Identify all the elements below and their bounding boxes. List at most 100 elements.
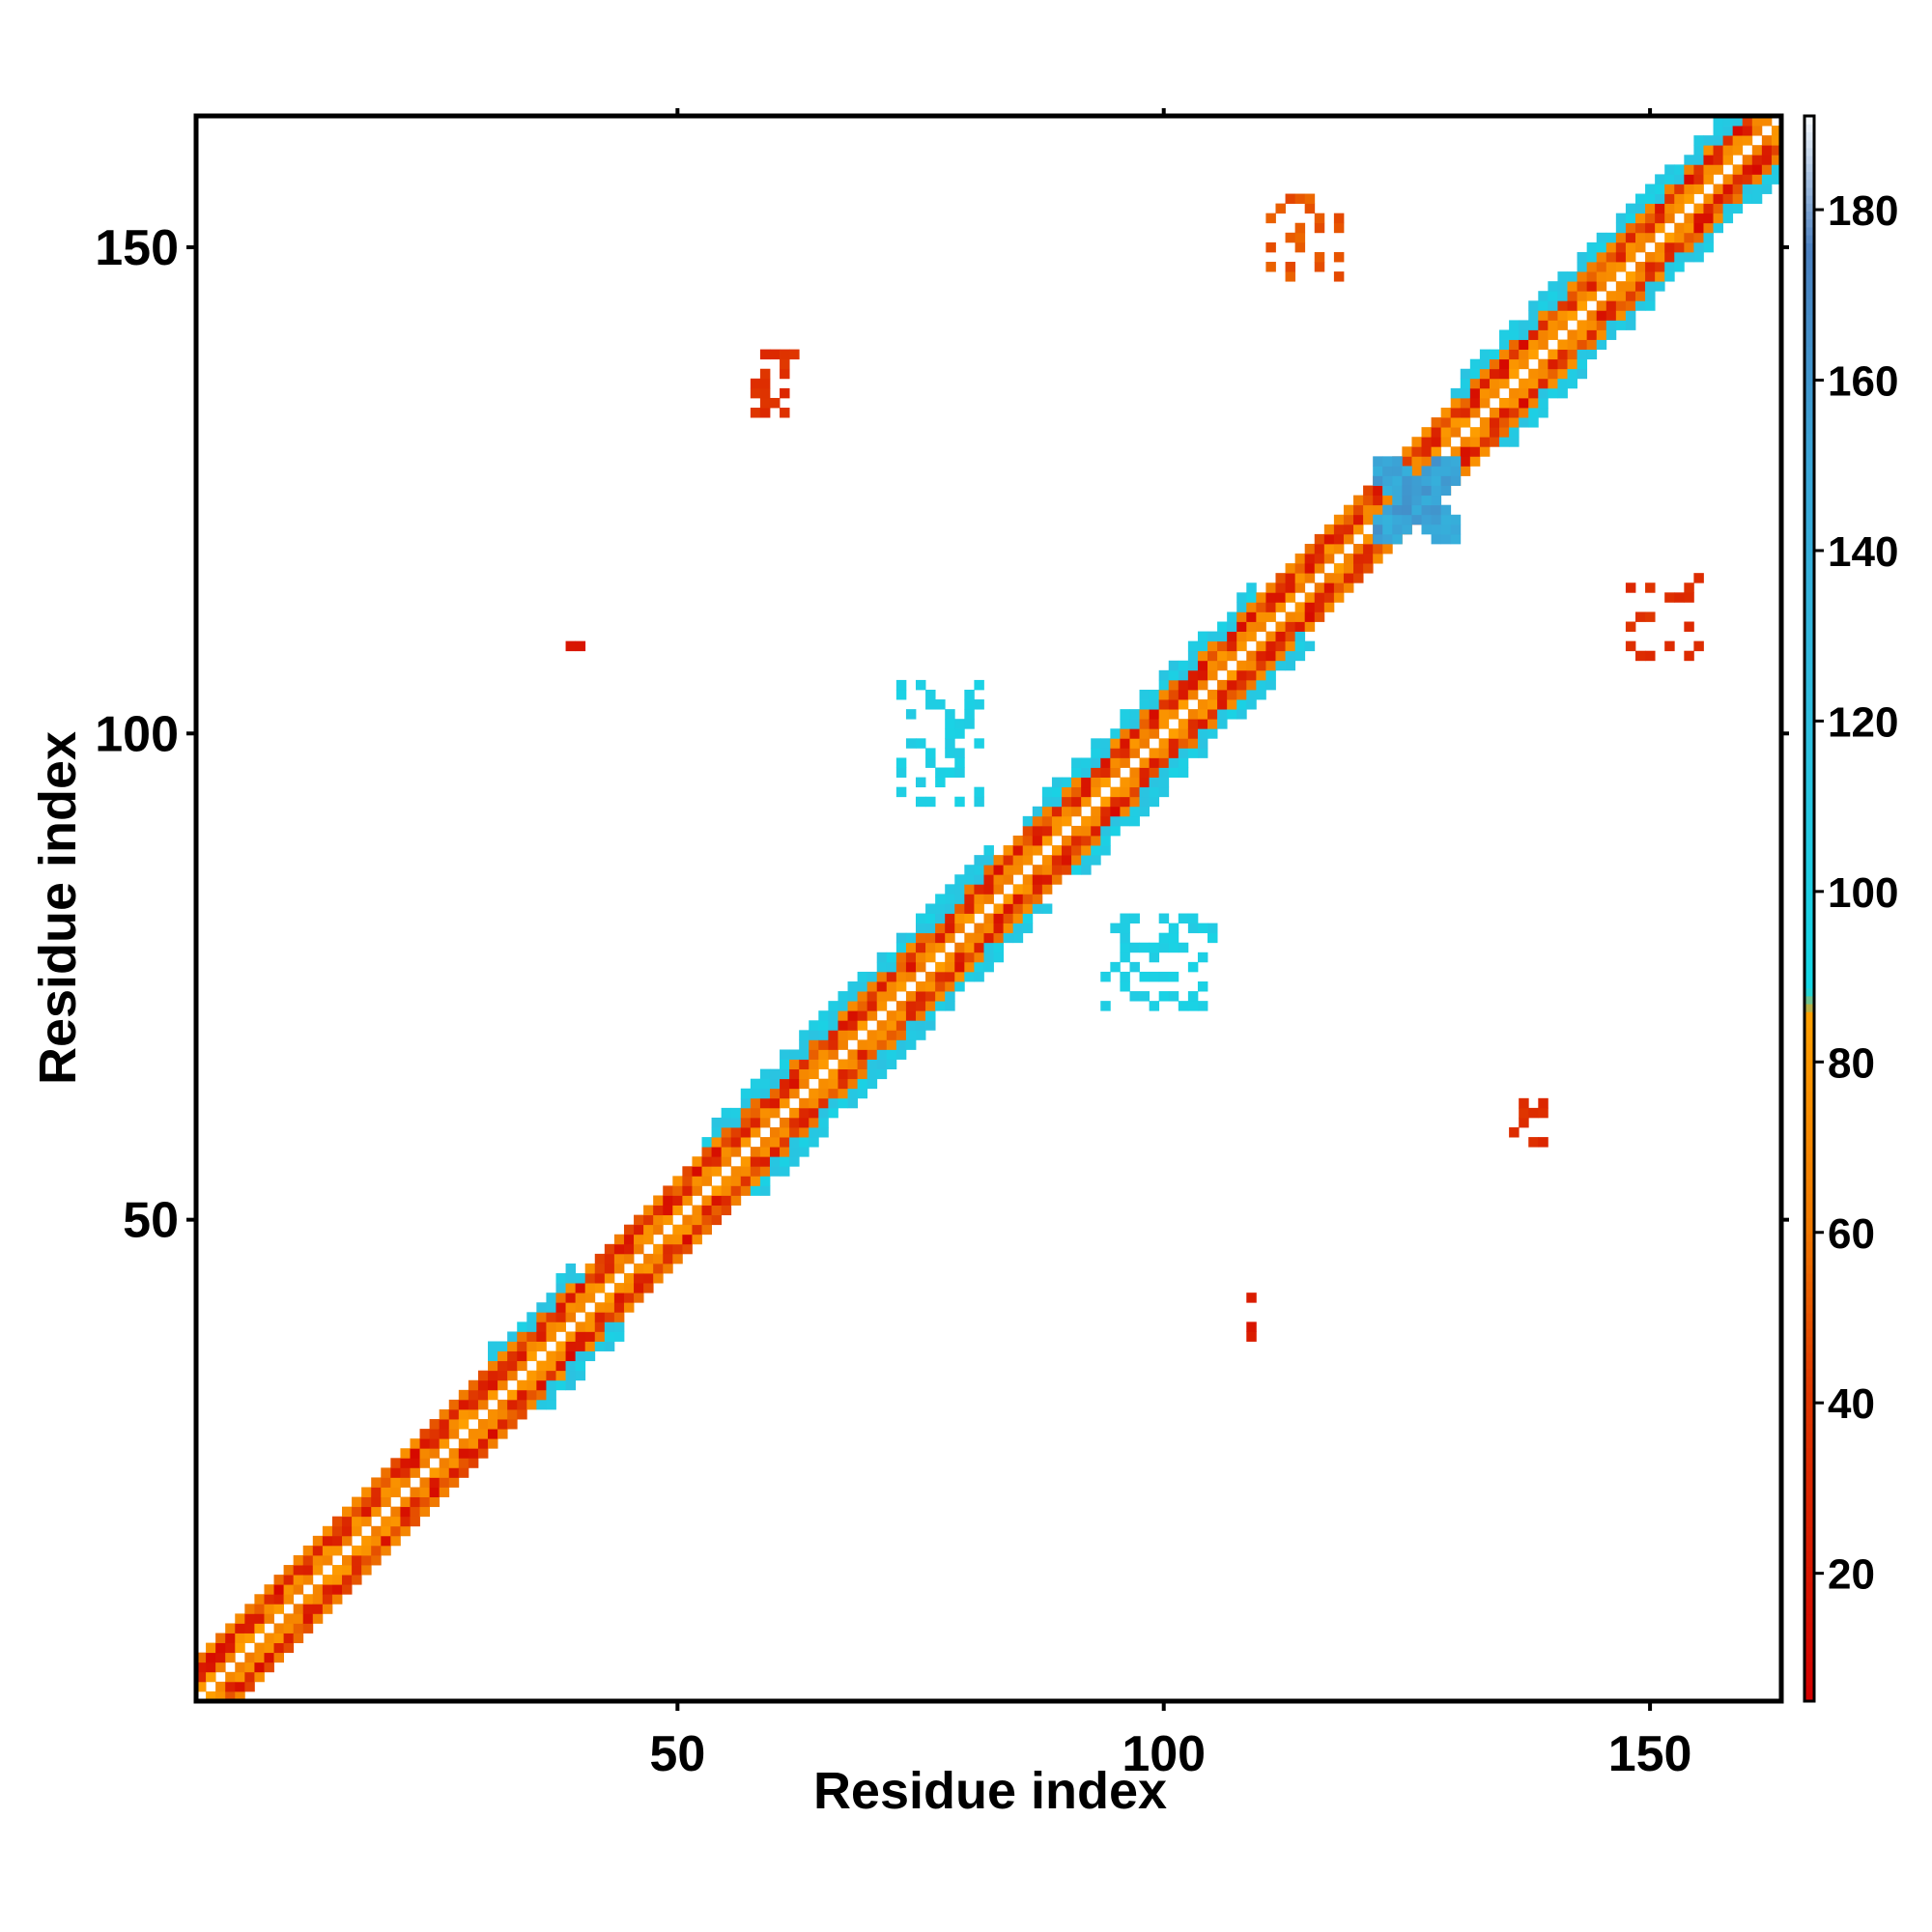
heatmap-cell — [1304, 573, 1316, 583]
heatmap-cell — [1499, 408, 1510, 418]
heatmap-cell — [565, 1273, 577, 1284]
heatmap-cell — [672, 1195, 683, 1206]
heatmap-cell — [711, 1147, 723, 1157]
heatmap-cell — [1586, 242, 1598, 253]
heatmap-cell — [1469, 368, 1481, 380]
heatmap-cell — [604, 1302, 615, 1313]
heatmap-cell — [1751, 193, 1763, 205]
heatmap-cell — [1732, 164, 1744, 175]
heatmap-cell — [1615, 310, 1627, 321]
heatmap-cell — [1149, 709, 1160, 720]
heatmap-cell — [235, 1613, 245, 1624]
heatmap-cell — [575, 1293, 586, 1303]
heatmap-cell — [1265, 679, 1276, 691]
heatmap-cell — [886, 1039, 897, 1050]
heatmap-cell — [983, 923, 994, 934]
heatmap-cell — [1431, 427, 1442, 438]
heatmap-cell — [1634, 213, 1646, 224]
heatmap-cell — [1071, 777, 1082, 788]
heatmap-cell — [780, 368, 790, 380]
heatmap-cell — [565, 1312, 577, 1322]
heatmap-cell — [828, 1097, 838, 1109]
heatmap-cell — [361, 1516, 372, 1527]
heatmap-cell — [711, 1137, 723, 1148]
colorbar-segment — [1804, 670, 1814, 680]
heatmap-cell — [1469, 387, 1481, 399]
heatmap-cell — [254, 1652, 265, 1663]
heatmap-cell — [1246, 669, 1257, 681]
heatmap-cell — [730, 1176, 742, 1186]
heatmap-cell — [264, 1613, 274, 1624]
heatmap-cell — [448, 1408, 460, 1420]
heatmap-cell — [1110, 757, 1121, 768]
heatmap-cell — [1489, 378, 1500, 389]
heatmap-cell — [876, 971, 888, 982]
heatmap-cell — [575, 640, 586, 652]
heatmap-cell — [867, 1001, 878, 1011]
heatmap-cell — [381, 1487, 391, 1497]
heatmap-cell — [1586, 320, 1598, 330]
heatmap-cell — [1615, 262, 1627, 272]
colorbar-segment — [1804, 186, 1814, 196]
colorbar-segment — [1804, 171, 1814, 181]
heatmap-cell — [1081, 796, 1092, 808]
heatmap-cell — [322, 1584, 333, 1595]
heatmap-cell — [828, 1068, 838, 1080]
heatmap-cell — [1168, 709, 1179, 720]
heatmap-cell — [1625, 232, 1636, 243]
heatmap-cell — [769, 1078, 781, 1090]
heatmap-cell — [935, 777, 946, 788]
heatmap-cell — [1333, 582, 1345, 593]
heatmap-cell — [1227, 669, 1237, 681]
heatmap-cell — [1664, 251, 1675, 263]
heatmap-cell — [867, 1039, 878, 1050]
heatmap-cell — [809, 1068, 819, 1080]
heatmap-cell — [1625, 213, 1636, 224]
heatmap-cell — [1411, 475, 1422, 486]
heatmap-cell — [1236, 689, 1247, 700]
heatmap-cell — [954, 719, 965, 729]
heatmap-cell — [974, 903, 984, 914]
heatmap-cell — [1178, 679, 1189, 691]
heatmap-cell — [604, 1312, 615, 1322]
heatmap-cell — [945, 952, 955, 963]
heatmap-cell — [1625, 222, 1636, 234]
heatmap-cell — [895, 971, 907, 982]
heatmap-cell — [1265, 592, 1276, 603]
heatmap-cell — [1012, 903, 1024, 914]
colorbar-segment — [1804, 1304, 1814, 1314]
heatmap-cell — [653, 1263, 664, 1274]
heatmap-cell — [905, 942, 917, 953]
colorbar-segment — [1804, 1637, 1814, 1647]
heatmap-cell — [663, 1195, 673, 1206]
heatmap-cell — [488, 1360, 498, 1372]
heatmap-cell — [818, 1088, 829, 1099]
heatmap-cell — [1509, 1127, 1520, 1138]
heatmap-cell — [663, 1263, 673, 1274]
heatmap-cell — [847, 1078, 858, 1090]
heatmap-cell — [954, 748, 965, 758]
heatmap-cell — [1149, 719, 1160, 729]
heatmap-cell — [254, 1623, 265, 1634]
heatmap-cell — [497, 1370, 508, 1381]
colorbar-segment — [1804, 1400, 1814, 1409]
heatmap-cell — [818, 1039, 829, 1050]
heatmap-cell — [993, 884, 1004, 895]
heatmap-cell — [1265, 602, 1276, 612]
heatmap-cell — [322, 1575, 333, 1585]
heatmap-cell — [1003, 913, 1014, 923]
heatmap-cell — [682, 1176, 693, 1186]
heatmap-cell — [1294, 602, 1306, 612]
heatmap-cell — [1596, 329, 1607, 340]
heatmap-cell — [1003, 923, 1014, 934]
heatmap-cell — [1509, 358, 1520, 370]
heatmap-cell — [1032, 894, 1043, 904]
heatmap-cell — [1402, 446, 1412, 457]
heatmap-cell — [410, 1506, 420, 1518]
heatmap-cell — [1761, 155, 1773, 165]
heatmap-cell — [1567, 329, 1577, 340]
heatmap-cell — [1605, 300, 1617, 311]
heatmap-cell — [1304, 554, 1316, 564]
heatmap-cell — [1460, 417, 1471, 428]
heatmap-cell — [342, 1506, 353, 1518]
